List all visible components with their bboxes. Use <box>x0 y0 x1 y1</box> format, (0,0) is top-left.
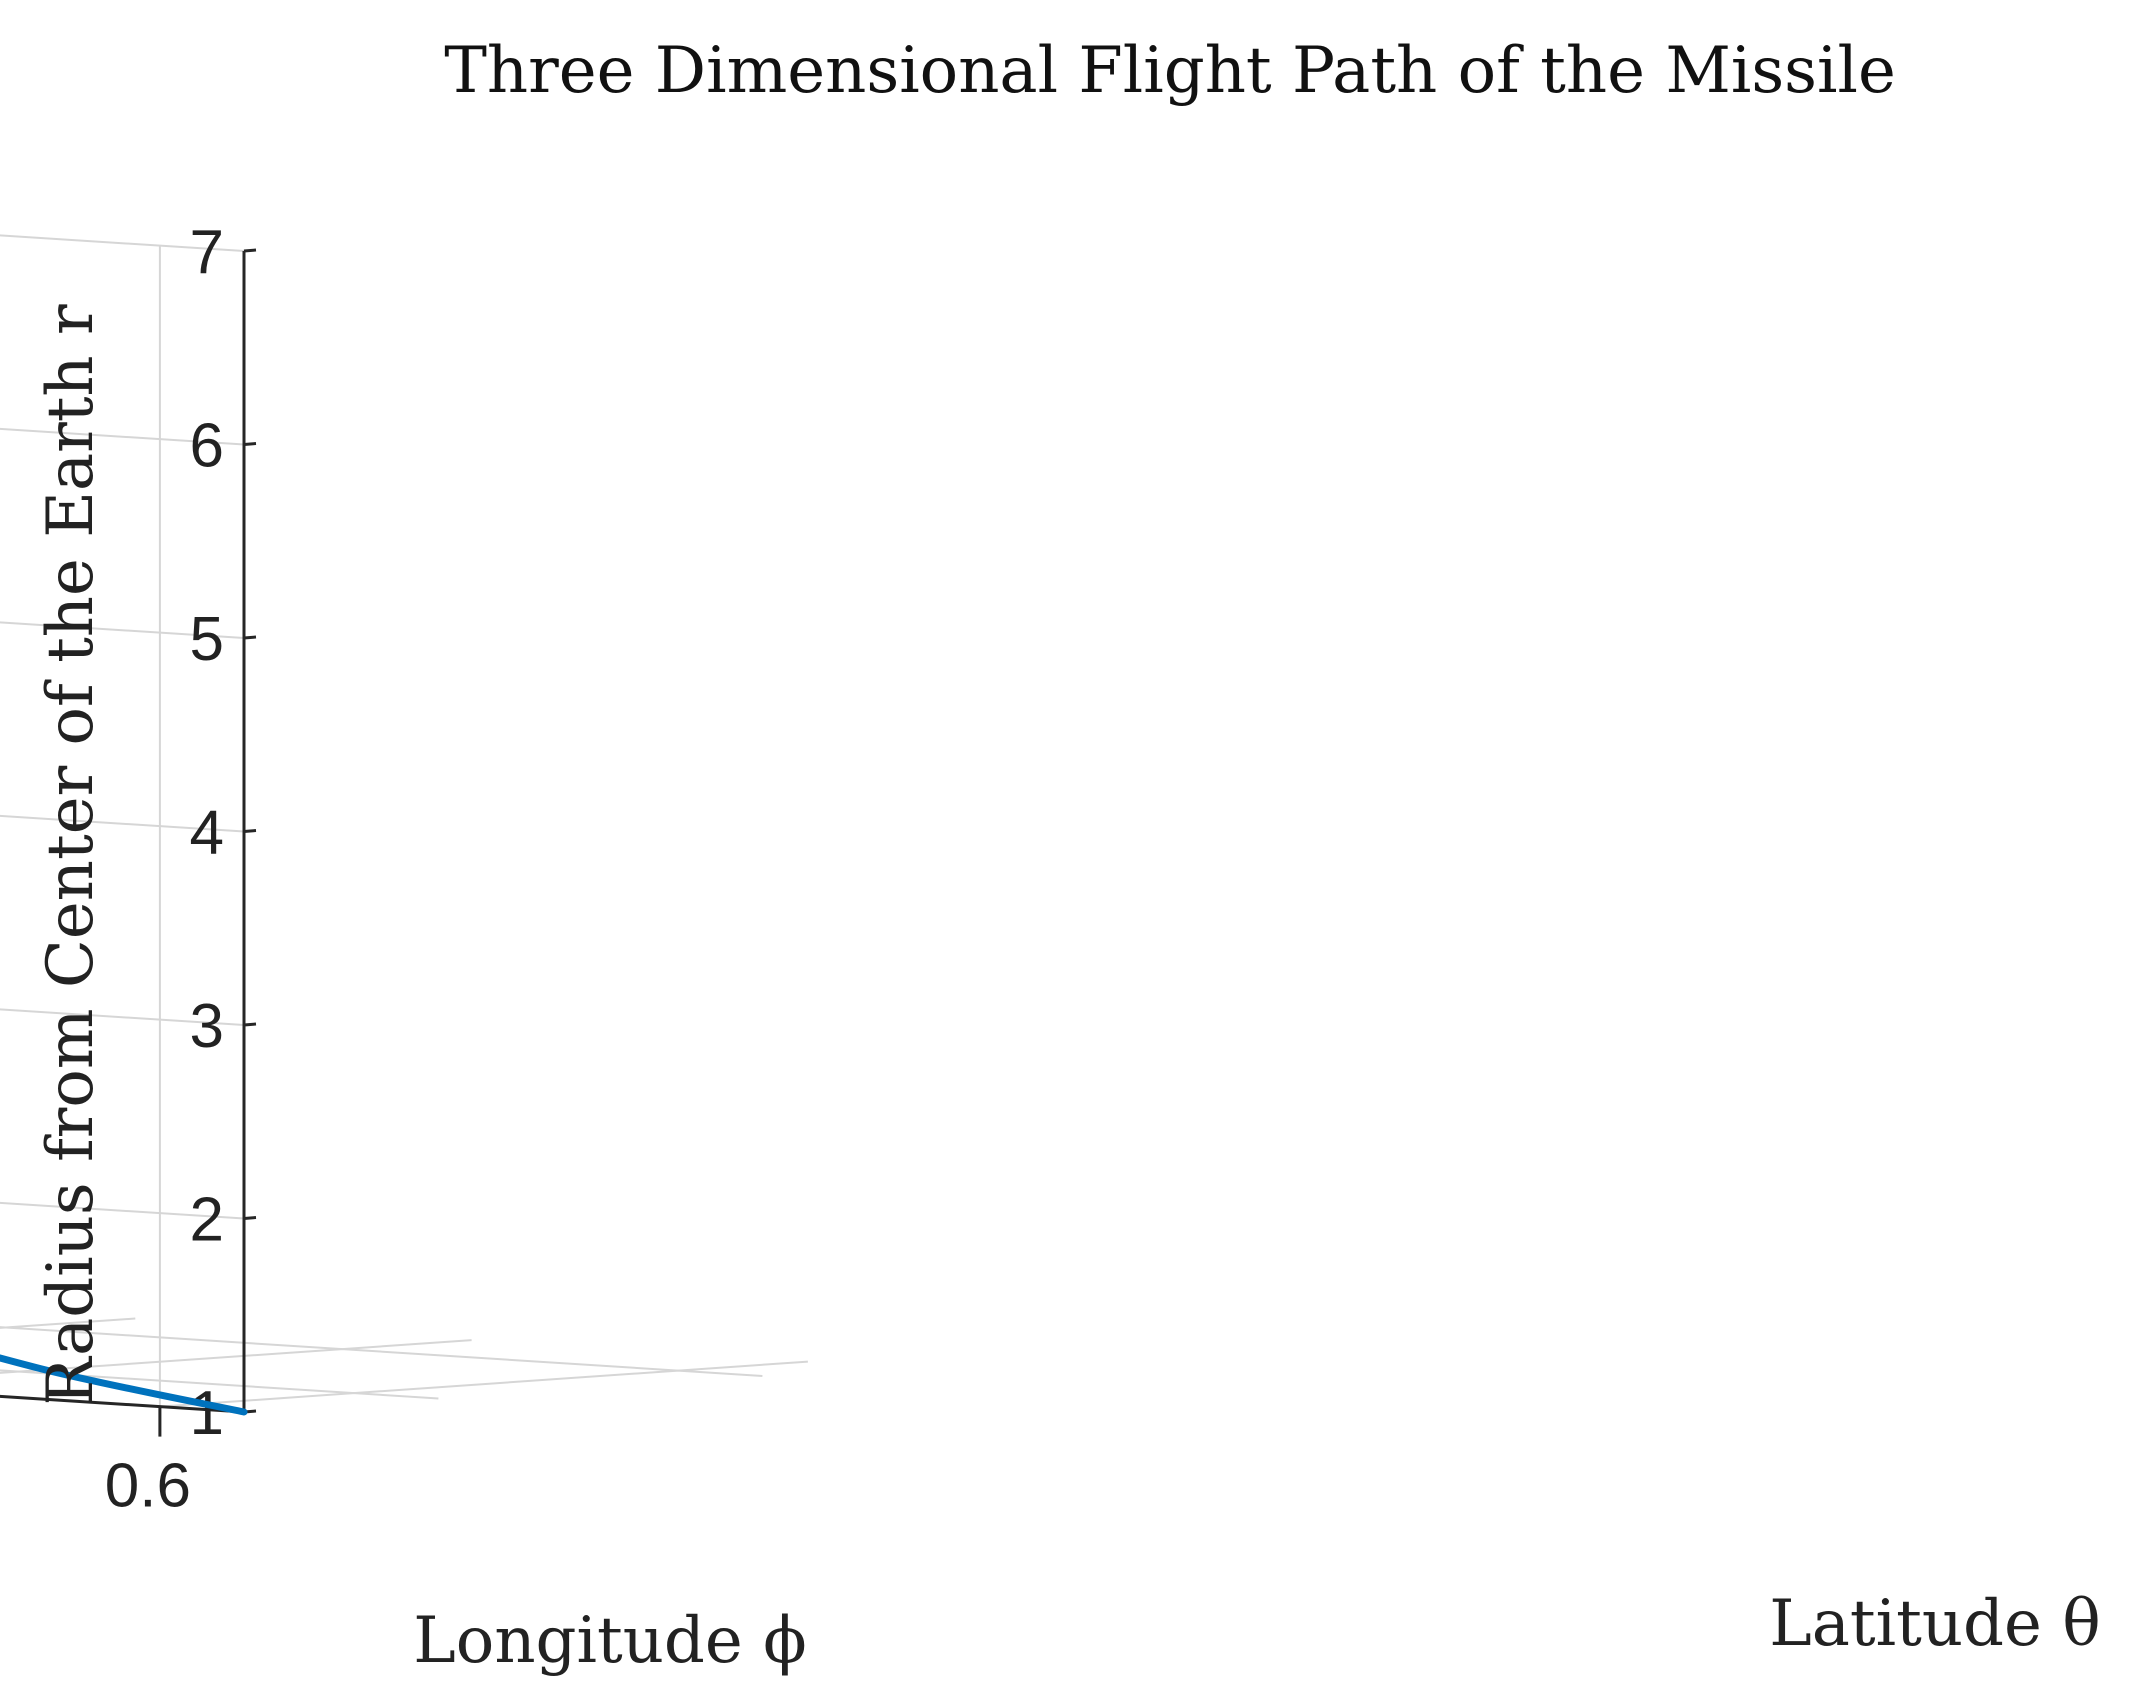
z-tick-mark <box>243 1216 257 1220</box>
z-tick-mark <box>243 635 257 640</box>
z-tick-mark <box>243 1022 257 1027</box>
grid-line-side-z <box>0 1008 245 1026</box>
grid-line-floor-x <box>0 1339 472 1374</box>
x-axis-line <box>0 1394 245 1414</box>
z-tick-label: 6 <box>190 412 224 481</box>
z-axis-label: Radius from Center of the Earth r <box>34 304 108 1406</box>
z-tick-label: 7 <box>190 218 224 287</box>
y-axis-label: Latitude θ <box>1769 1587 2101 1661</box>
z-tick-label: 4 <box>190 799 224 868</box>
chart-title: Three Dimensional Flight Path of the Mis… <box>444 34 1896 108</box>
grid-lines <box>0 234 808 1413</box>
z-tick-mark <box>243 442 257 446</box>
grid-line-side-z <box>0 1201 245 1220</box>
x-axis-label: Longitude ϕ <box>413 1604 806 1678</box>
grid-line-floor-y <box>0 1326 763 1377</box>
grid-line-floor-x <box>0 1317 136 1329</box>
z-tick-mark <box>243 248 257 253</box>
grid-line-side-z <box>0 427 245 446</box>
z-tick-mark <box>243 829 257 833</box>
grid-line-side-z <box>0 234 245 252</box>
z-tick-label: 2 <box>190 1186 224 1255</box>
grid-line-floor-x <box>159 1360 808 1408</box>
x-tick-label: 0.6 <box>105 1452 191 1521</box>
z-tick-label: 3 <box>190 992 224 1061</box>
grid-line-side-z <box>0 621 245 639</box>
grid-line-side-z <box>0 814 245 833</box>
axes <box>0 248 257 1437</box>
grid-line-floor-y <box>0 1369 439 1400</box>
z-tick-label: 5 <box>190 605 224 674</box>
z-tick-label: 1 <box>190 1379 224 1448</box>
